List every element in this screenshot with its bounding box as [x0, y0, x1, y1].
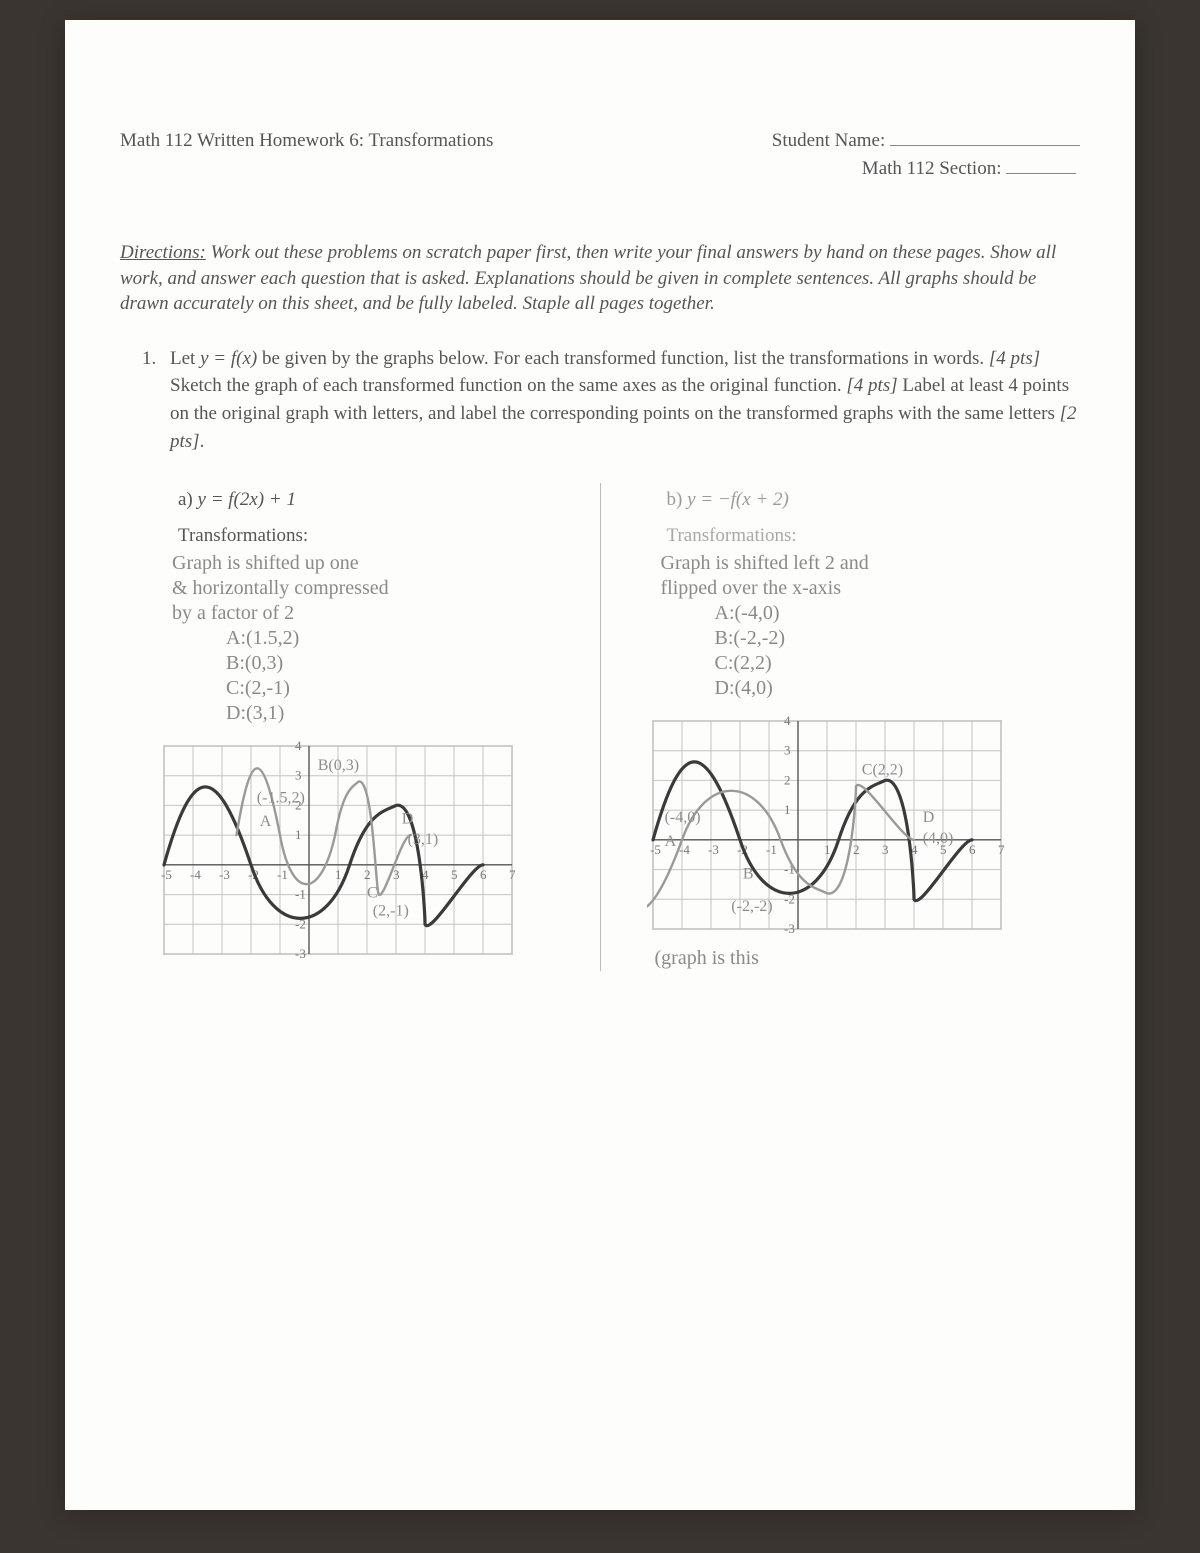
column-divider — [600, 483, 601, 971]
part-b-trans-label: Transformations: — [667, 525, 1081, 547]
part-a-label: a) y = f(2x) + 1 — [178, 489, 592, 511]
page-header: Math 112 Written Homework 6: Transformat… — [120, 130, 1080, 180]
q1-mid: Sketch the graph of each transformed fun… — [170, 375, 846, 396]
q1-number: 1. — [142, 345, 170, 373]
svg-text:-4: -4 — [190, 867, 201, 882]
part-a-equation: y = f(2x) + 1 — [198, 489, 296, 510]
svg-text:3: 3 — [882, 842, 889, 857]
svg-text:(3,1): (3,1) — [408, 831, 439, 848]
svg-text:-1: -1 — [295, 887, 306, 902]
handwritten-line: D:(4,0) — [661, 676, 1081, 701]
svg-text:C(2,2): C(2,2) — [861, 762, 902, 779]
handwritten-line: B:(0,3) — [172, 651, 592, 676]
part-b-label: b) y = −f(x + 2) — [667, 489, 1081, 511]
student-name-label: Student Name: — [772, 130, 885, 151]
svg-text:(4,0): (4,0) — [922, 830, 953, 847]
handwritten-line: C:(2,-1) — [172, 676, 592, 701]
course-line: Math 112 Written Homework 6: Transformat… — [120, 130, 493, 180]
svg-text:1: 1 — [295, 827, 302, 842]
svg-text:-3: -3 — [708, 842, 719, 857]
directions-text: Work out these problems on scratch paper… — [120, 242, 1056, 314]
svg-text:-3: -3 — [784, 921, 795, 935]
part-b-graph: -5-4-3-2-11234567-3-2-11234(-4,0)AB(-2,-… — [647, 715, 1007, 935]
svg-text:-5: -5 — [650, 842, 661, 857]
svg-text:-3: -3 — [219, 867, 230, 882]
svg-text:-1: -1 — [766, 842, 777, 857]
handwritten-line: Graph is shifted up one — [172, 551, 592, 576]
svg-text:7: 7 — [998, 842, 1005, 857]
svg-text:(-4,0): (-4,0) — [664, 809, 700, 826]
handwritten-line: A:(1.5,2) — [172, 626, 592, 651]
svg-text:B(0,3): B(0,3) — [318, 757, 359, 774]
svg-text:(2,-1): (2,-1) — [373, 902, 409, 919]
svg-text:2: 2 — [364, 867, 371, 882]
handwritten-line: & horizontally compressed — [172, 576, 592, 601]
svg-text:5: 5 — [451, 867, 458, 882]
svg-text:1: 1 — [335, 867, 342, 882]
directions: Directions: Work out these problems on s… — [120, 240, 1080, 317]
q1-pts2: [4 pts] — [846, 375, 897, 396]
svg-text:3: 3 — [295, 768, 302, 783]
student-name-blank[interactable] — [890, 145, 1080, 146]
q1-pts1: [4 pts] — [989, 348, 1040, 369]
worksheet-page: Math 112 Written Homework 6: Transformat… — [65, 20, 1135, 1510]
handwritten-line: C:(2,2) — [661, 651, 1081, 676]
part-b-equation: y = −f(x + 2) — [687, 489, 789, 510]
svg-text:3: 3 — [393, 867, 400, 882]
svg-text:(-1.5,2): (-1.5,2) — [257, 790, 305, 807]
part-a-trans-label: Transformations: — [178, 525, 592, 547]
svg-text:2: 2 — [784, 773, 791, 788]
svg-text:-1: -1 — [277, 867, 288, 882]
directions-label: Directions: — [120, 242, 206, 263]
svg-text:4: 4 — [295, 740, 302, 753]
svg-text:A: A — [260, 813, 272, 830]
part-b-handwriting: Graph is shifted left 2 andflipped over … — [661, 551, 1081, 701]
svg-text:B: B — [742, 866, 753, 883]
part-a-column: a) y = f(2x) + 1 Transformations: Graph … — [120, 483, 592, 971]
q1-period: . — [200, 431, 205, 452]
handwritten-line: by a factor of 2 — [172, 601, 592, 626]
svg-text:7: 7 — [509, 867, 516, 882]
part-b-prefix: b) — [667, 489, 688, 510]
svg-text:-5: -5 — [161, 867, 172, 882]
handwritten-line: D:(3,1) — [172, 701, 592, 726]
part-a-prefix: a) — [178, 489, 198, 510]
svg-text:1: 1 — [824, 842, 831, 857]
svg-text:3: 3 — [784, 743, 791, 758]
part-a-handwriting: Graph is shifted up one& horizontally co… — [172, 551, 592, 726]
svg-text:D: D — [922, 809, 934, 826]
svg-text:A: A — [664, 833, 676, 850]
handwritten-line: B:(-2,-2) — [661, 626, 1081, 651]
svg-text:6: 6 — [480, 867, 487, 882]
svg-text:6: 6 — [969, 842, 976, 857]
svg-text:-3: -3 — [295, 946, 306, 960]
handwritten-line: flipped over the x-axis — [661, 576, 1081, 601]
question-1: 1.Let y = f(x) be given by the graphs be… — [120, 345, 1080, 455]
columns: a) y = f(2x) + 1 Transformations: Graph … — [120, 483, 1080, 971]
svg-text:1: 1 — [784, 802, 791, 817]
handwritten-line: Graph is shifted left 2 and — [661, 551, 1081, 576]
q1-eq: y = f(x) — [200, 348, 257, 369]
svg-text:4: 4 — [784, 715, 791, 728]
q1-intro-a: Let — [170, 348, 200, 369]
name-block: Student Name: Math 112 Section: — [772, 130, 1080, 180]
svg-text:(-2,-2): (-2,-2) — [731, 898, 772, 915]
handwritten-line: A:(-4,0) — [661, 601, 1081, 626]
q1-intro-b: be given by the graphs below. For each t… — [257, 348, 989, 369]
svg-text:C: C — [367, 885, 378, 902]
part-b-graph-wrap: -5-4-3-2-11234567-3-2-11234(-4,0)AB(-2,-… — [647, 715, 1081, 940]
part-a-graph: -5-4-3-2-11234567-3-2-11234B(0,3)(-1.5,2… — [158, 740, 518, 960]
part-b-column: b) y = −f(x + 2) Transformations: Graph … — [609, 483, 1081, 971]
svg-text:2: 2 — [853, 842, 860, 857]
section-blank[interactable] — [1006, 173, 1076, 174]
svg-text:D: D — [402, 810, 414, 827]
section-label: Math 112 Section: — [862, 158, 1002, 179]
part-b-note-below: (graph is this — [655, 946, 1081, 971]
part-a-graph-wrap: -5-4-3-2-11234567-3-2-11234B(0,3)(-1.5,2… — [158, 740, 592, 965]
